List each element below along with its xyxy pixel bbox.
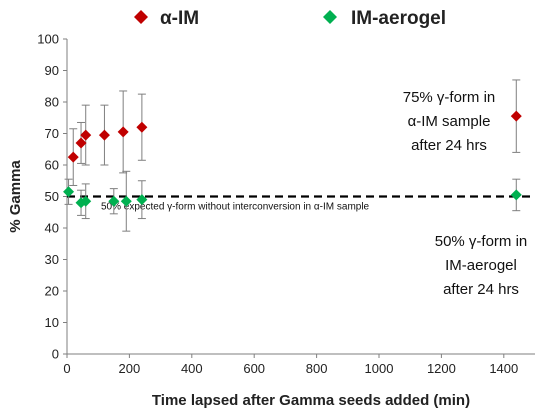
legend-marker-0 bbox=[134, 10, 148, 24]
y-tick-label: 50 bbox=[45, 189, 59, 204]
y-axis-title: % Gamma bbox=[7, 160, 24, 233]
y-tick-label: 70 bbox=[45, 126, 59, 141]
y-tick-label: 60 bbox=[45, 158, 59, 173]
point-im-aerogel-2 bbox=[80, 195, 92, 207]
x-tick-label: 0 bbox=[63, 361, 70, 376]
data-points bbox=[63, 110, 522, 209]
point-alpha-im-2 bbox=[80, 129, 92, 141]
annotation-0-line-0: 75% γ-form in bbox=[403, 89, 496, 106]
legend: α-IM IM-aerogel bbox=[134, 8, 446, 29]
x-tick-label: 800 bbox=[306, 361, 328, 376]
x-axis-title: Time lapsed after Gamma seeds added (min… bbox=[152, 392, 470, 409]
x-tick-label: 1200 bbox=[427, 361, 456, 376]
point-alpha-im-4 bbox=[117, 126, 129, 138]
x-tick-label: 1000 bbox=[365, 361, 394, 376]
y-tick-label: 80 bbox=[45, 95, 59, 110]
y-tick-label: 20 bbox=[45, 284, 59, 299]
annotation-1-line-1: IM-aerogel bbox=[445, 257, 517, 274]
y-tick-label: 10 bbox=[45, 315, 59, 330]
x-axis-ticks: 0 200 400 600 800 1000 1200 1400 bbox=[63, 354, 518, 376]
x-tick-label: 1400 bbox=[489, 361, 518, 376]
x-tick-label: 600 bbox=[243, 361, 265, 376]
point-im-aerogel-6 bbox=[510, 189, 522, 201]
legend-marker-1 bbox=[323, 10, 337, 24]
point-alpha-im-6 bbox=[510, 110, 522, 122]
y-tick-label: 90 bbox=[45, 63, 59, 78]
reference-line-label: 50% expected γ-form without interconvers… bbox=[101, 202, 370, 213]
annotation-0-line-2: after 24 hrs bbox=[411, 137, 487, 154]
point-im-aerogel-4 bbox=[120, 195, 132, 207]
annotations: 75% γ-form in α-IM sample after 24 hrs 50% … bbox=[403, 89, 528, 298]
point-alpha-im-1 bbox=[75, 137, 87, 149]
point-im-aerogel-3 bbox=[108, 195, 120, 207]
y-tick-label: 40 bbox=[45, 221, 59, 236]
annotation-1-line-2: after 24 hrs bbox=[443, 281, 519, 298]
y-tick-label: 100 bbox=[37, 32, 59, 47]
y-tick-label: 30 bbox=[45, 252, 59, 267]
x-tick-label: 200 bbox=[119, 361, 141, 376]
y-axis-ticks: 0 10 20 30 40 50 60 70 80 90 100 bbox=[37, 32, 67, 362]
point-alpha-im-0 bbox=[67, 151, 79, 163]
point-im-aerogel-5 bbox=[136, 194, 148, 206]
legend-label-1: IM-aerogel bbox=[351, 8, 446, 29]
point-alpha-im-5 bbox=[136, 121, 148, 133]
point-alpha-im-3 bbox=[98, 129, 110, 141]
legend-label-0: α-IM bbox=[160, 8, 199, 29]
annotation-1-line-0: 50% γ-form in bbox=[435, 233, 528, 250]
x-tick-label: 400 bbox=[181, 361, 203, 376]
y-tick-label: 0 bbox=[52, 347, 59, 362]
point-im-aerogel-0 bbox=[63, 186, 75, 198]
annotation-0-line-1: α-IM sample bbox=[408, 113, 491, 130]
